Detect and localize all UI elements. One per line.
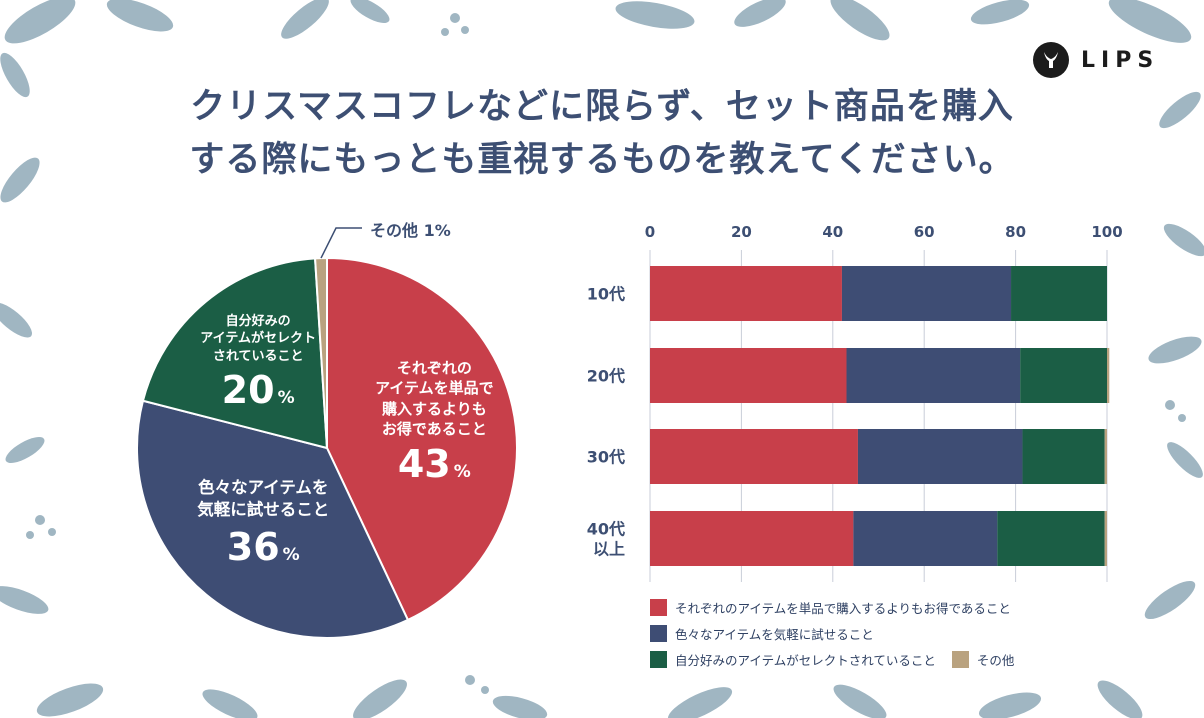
x-tick-label: 0	[645, 223, 655, 241]
pie-percent-value: 43	[397, 441, 451, 486]
pie-percent-value: 20	[221, 368, 275, 413]
legend-item: 色々なアイテムを気軽に試せること	[650, 620, 1014, 646]
y-category-label: 10代	[587, 285, 625, 304]
pie-percent-sign: %	[282, 544, 300, 565]
lips-logo: LIPS	[1033, 40, 1159, 80]
bar-segment	[997, 511, 1105, 566]
y-category-label: 40代	[587, 520, 625, 539]
bar-segment	[650, 266, 842, 321]
legend-label: 自分好みのアイテムがセレクトされていること	[675, 652, 936, 668]
x-tick-label: 80	[1005, 223, 1026, 241]
bar-segment	[650, 348, 847, 403]
legend-swatch-green	[650, 650, 667, 668]
legend-item: それぞれのアイテムを単品で購入するよりもお得であること	[650, 594, 1014, 620]
y-category-label: 30代	[587, 448, 625, 467]
x-tick-label: 60	[914, 223, 935, 241]
pie-label-text: 気軽に試せること	[197, 500, 330, 520]
bar-segment	[1011, 266, 1107, 321]
legend-label: その他	[976, 652, 1015, 668]
bar-segment	[1104, 429, 1107, 484]
pie-label-text: お得であること	[381, 419, 487, 438]
brand-name: LIPS	[1081, 47, 1160, 73]
pie-label-tameseru: 色々なアイテムを 気軽に試せること 36%	[197, 477, 329, 573]
bar-segment	[1022, 429, 1105, 484]
bar-segment	[650, 511, 854, 566]
bar-segment	[841, 266, 1012, 321]
bar-segment	[857, 429, 1023, 484]
pie-label-text: 自分好みの	[225, 313, 291, 329]
pie-percent-value: 36	[226, 524, 280, 569]
pie-label-text: 色々なアイテムを	[198, 478, 329, 498]
pie-label-select: 自分好みの アイテムがセレクト されていること 20%	[200, 313, 316, 417]
chart-legend: それぞれのアイテムを単品で購入するよりもお得であること 色々なアイテムを気軽に試…	[650, 594, 1014, 672]
x-tick-label: 40	[822, 223, 843, 241]
bar-segment	[1107, 348, 1110, 403]
legend-label: 色々なアイテムを気軽に試せること	[675, 626, 874, 642]
x-tick-label: 20	[731, 223, 752, 241]
pie-label-text: アイテムがセレクト	[200, 331, 317, 347]
pie-label-text: それぞれの	[396, 358, 472, 377]
y-category-label: 以上	[593, 540, 625, 559]
chart-title-line-1: クリスマスコフレなどに限らず、セット商品を購入	[190, 87, 1014, 127]
pie-label-other: その他 1%	[370, 221, 451, 240]
legend-swatch-tan	[951, 650, 969, 668]
deer-logo-icon	[1033, 42, 1069, 78]
bar-segment	[853, 511, 998, 566]
x-tick-label: 100	[1091, 223, 1122, 241]
y-category-label: 20代	[587, 367, 625, 386]
legend-item: 自分好みのアイテムがセレクトされていること その他	[650, 646, 1014, 672]
bar-segment	[1020, 348, 1107, 403]
pie-label-text: 購入するよりも	[381, 399, 487, 418]
bar-segment	[1104, 511, 1107, 566]
pie-label-text: されていること	[212, 348, 304, 364]
legend-swatch-navy	[650, 624, 667, 642]
chart-title-line-2: する際にもっとも重視するものを教えてください。	[189, 140, 1015, 180]
legend-label: それぞれのアイテムを単品で購入するよりもお得であること	[675, 600, 1011, 616]
pie-label-text: アイテムを単品で	[375, 379, 494, 398]
bar-segment	[846, 348, 1021, 403]
pie-percent-sign: %	[277, 388, 295, 409]
pie-percent-sign: %	[453, 461, 471, 482]
bar-segment	[650, 429, 858, 484]
legend-swatch-red	[650, 598, 667, 616]
pie-label-otoku: それぞれの アイテムを単品で 購入するよりも お得であること 43%	[375, 358, 494, 490]
